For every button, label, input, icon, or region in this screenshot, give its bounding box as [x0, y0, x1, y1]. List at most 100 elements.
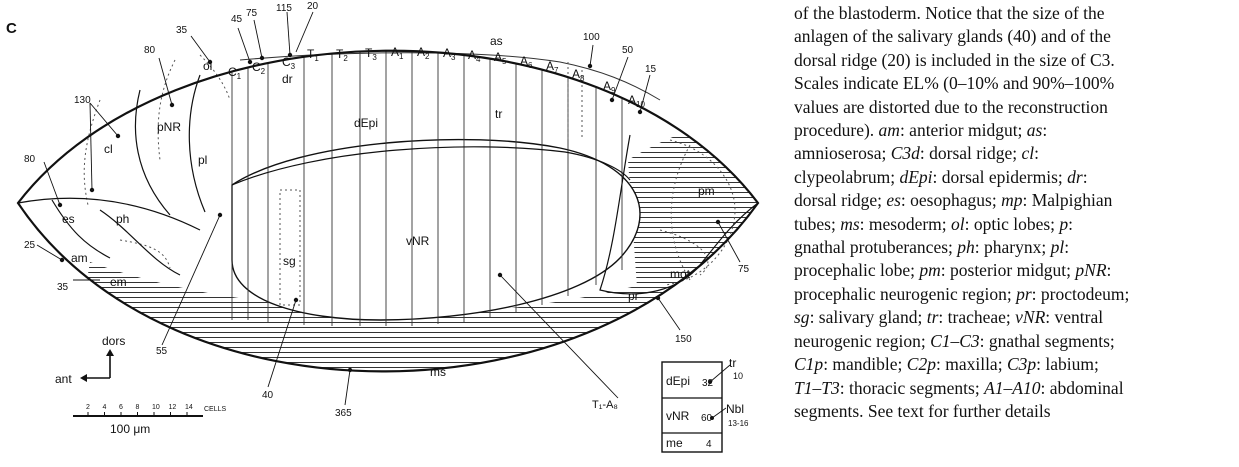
count-130: 130 [74, 95, 91, 106]
label-vnr: vNR [406, 234, 430, 248]
caption-term: p [1059, 213, 1069, 234]
caption-term: ms [840, 213, 860, 234]
head-boundaries [17, 74, 759, 295]
label-pl: pl [198, 153, 207, 167]
caption-text: : abdominal [1040, 377, 1124, 398]
label-ol: ol [203, 59, 212, 73]
caption-text: : [1064, 237, 1070, 258]
label-dr: dr [282, 72, 293, 86]
count-45: 45 [231, 14, 243, 25]
scale-tick-label: 8 [136, 404, 140, 411]
count-40: 40 [262, 390, 274, 401]
caption-line: clypeolabrum; dEpi: dorsal epidermis; dr… [794, 166, 1234, 189]
caption-term: ol [951, 213, 965, 234]
count-35-top: 35 [176, 25, 188, 36]
label-tr: tr [495, 107, 502, 121]
caption-text: : [1068, 213, 1074, 234]
caption-line: of the blastoderm. Notice that the size … [794, 2, 1234, 25]
label-ph: ph [116, 212, 129, 226]
label-depi: dEpi [354, 116, 378, 130]
count-55: 55 [156, 346, 168, 357]
caption-text: : mesoderm; [859, 213, 952, 234]
segment-label: A6 [520, 54, 533, 70]
caption-term: mp [1001, 190, 1023, 211]
caption-term: pNR [1075, 260, 1107, 281]
caption-text: procephalic neurogenic region; [794, 283, 1017, 304]
caption-text: : pharynx; [974, 237, 1051, 258]
segment-label: A9 [603, 79, 616, 95]
caption-term: sg [794, 307, 810, 328]
region-labels: ol C1 C2 C3 dr as pNR cl pl es ph am em … [62, 34, 715, 411]
caption-term: C3d [890, 143, 920, 164]
caption-text: : dorsal ridge; [919, 143, 1022, 164]
scale-tick-label: 12 [169, 404, 177, 411]
caption-text: : oesophagus; [900, 190, 1002, 211]
segment-label: A10 [628, 93, 645, 109]
segment-label: A5 [494, 50, 507, 66]
caption-line: sg: salivary gland; tr: tracheae; vNR: v… [794, 306, 1234, 329]
label-ms: ms [430, 365, 446, 379]
legend-me-value: 4 [706, 439, 712, 450]
caption-text: procedure). [794, 120, 879, 141]
caption-text: : gnathal segments; [979, 330, 1115, 351]
legend-vnr: vNR [666, 409, 690, 423]
leader-dots [57, 52, 721, 373]
caption-text: values are distorted due to the reconstr… [794, 96, 1108, 117]
caption-term: tr [926, 307, 939, 328]
caption-line: anlagen of the salivary glands (40) and … [794, 25, 1234, 48]
caption-text: clypeolabrum; [794, 166, 900, 187]
count-115: 115 [276, 3, 292, 14]
count-25: 25 [24, 240, 36, 251]
caption-text: : dorsal epidermis; [932, 166, 1068, 187]
scale-tick-label: 10 [152, 404, 160, 411]
caption-line: dorsal ridge (20) is included in the siz… [794, 49, 1234, 72]
segment-label: A8 [572, 67, 585, 83]
caption-term: pm [919, 260, 941, 281]
legend-tr: tr [729, 356, 736, 370]
scale-bar: 2 4 6 8 10 12 14 CELLS 100 μm [73, 404, 227, 436]
caption-text: : optic lobes; [964, 213, 1060, 234]
legend-depi-value: 32 [702, 378, 714, 389]
label-em: em [110, 275, 127, 289]
caption-line: tubes; ms: mesoderm; ol: optic lobes; p: [794, 213, 1234, 236]
caption-line: neurogenic region; C1–C3: gnathal segmen… [794, 330, 1234, 353]
caption-text: procephalic lobe; [794, 260, 920, 281]
scale-tick-label: 6 [119, 404, 123, 411]
vnr-oval [231, 138, 641, 321]
segment-label: T2 [336, 47, 348, 63]
dors-label: dors [102, 334, 125, 348]
count-80-left: 80 [24, 154, 36, 165]
label-mot: mot [670, 267, 691, 281]
caption-term: C1–C3 [930, 330, 980, 351]
scale-unit: CELLS [204, 406, 227, 413]
caption-line: procephalic neurogenic region; pr: proct… [794, 283, 1234, 306]
caption-term: dr [1067, 166, 1083, 187]
legend-tr-value: 10 [733, 371, 743, 381]
caption-line: Scales indicate EL% (0–10% and 90%–100% [794, 72, 1234, 95]
caption-text: : mandible; [823, 354, 907, 375]
caption-text: amnioserosa; [794, 143, 891, 164]
caption-text: of the blastoderm. Notice that the size … [794, 3, 1105, 23]
caption-term: am [878, 120, 900, 141]
caption-term: C1p [794, 354, 824, 375]
caption-line: procephalic lobe; pm: posterior midgut; … [794, 259, 1234, 282]
segment-label: A1 [391, 45, 404, 61]
caption-line: amnioserosa; C3d: dorsal ridge; cl: [794, 142, 1234, 165]
fate-map-figure: C [6, 1, 760, 453]
leader-lines [36, 11, 741, 406]
label-c3: C3 [282, 55, 296, 71]
scale-tick-label: 14 [185, 404, 193, 411]
caption-text: dorsal ridge; [794, 190, 887, 211]
fate-map-svg: C [6, 1, 760, 453]
legend-vnr-value: 60 [701, 413, 713, 424]
dotted-regions [83, 54, 736, 306]
caption-text: : Malpighian [1022, 190, 1113, 211]
legend-nbl-value: 13-16 [728, 419, 749, 428]
caption-line: values are distorted due to the reconstr… [794, 96, 1234, 119]
panel-letter: C [6, 20, 17, 37]
segment-label: A3 [443, 46, 456, 62]
count-365: 365 [335, 408, 352, 419]
caption-term: A1–A10 [984, 377, 1041, 398]
caption-line: C1p: mandible; C2p: maxilla; C3p: labium… [794, 353, 1234, 376]
legend-table: dEpi 32 vNR 60 me 4 tr 10 Nbl 13-16 [661, 356, 749, 453]
